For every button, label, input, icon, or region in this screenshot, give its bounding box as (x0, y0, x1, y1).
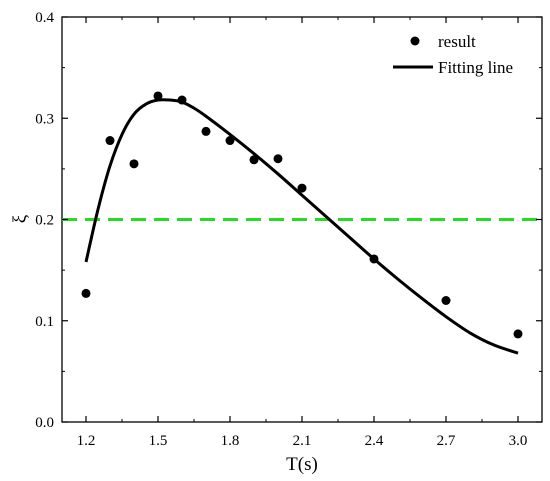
x-axis-title: T(s) (286, 454, 318, 475)
y-tick-label: 0.0 (35, 415, 54, 431)
data-point-result (153, 91, 163, 101)
x-tick-label: 3.0 (509, 433, 528, 449)
y-tick-label: 0.1 (35, 314, 54, 330)
x-tick-label: 1.8 (221, 433, 240, 449)
data-point-result (105, 136, 115, 146)
legend-label-fitting-line: Fitting line (438, 58, 513, 77)
data-point-result (177, 95, 187, 105)
data-point-result (81, 288, 91, 298)
x-tick-label: 1.5 (149, 433, 168, 449)
x-tick-label: 2.4 (365, 433, 384, 449)
data-point-result (249, 155, 259, 165)
data-point-result (201, 126, 211, 136)
data-point-result (129, 159, 139, 169)
y-axis-title: ξ (10, 214, 31, 223)
legend-marker-result (410, 36, 420, 46)
data-point-result (513, 329, 523, 339)
x-tick-label: 2.1 (293, 433, 312, 449)
series-line-fitting-line (84, 98, 519, 355)
data-point-result (441, 296, 451, 305)
x-tick-label: 1.2 (77, 433, 96, 449)
data-point-result (297, 183, 307, 193)
axis-tick-labels: 1.2 1.5 1.8 2.1 2.4 2.7 3.0 0.0 0.1 0.2 0.3 0.4 (35, 10, 527, 449)
legend: result Fitting line (393, 32, 513, 77)
series-layer (81, 91, 523, 355)
y-tick-label: 0.2 (35, 213, 54, 229)
x-tick-label: 2.7 (437, 433, 456, 449)
y-tick-label: 0.3 (35, 111, 54, 127)
axis-ticks (62, 16, 542, 423)
data-point-result (369, 254, 379, 264)
data-point-result (273, 154, 283, 164)
data-point-result (225, 136, 235, 146)
y-tick-label: 0.4 (35, 10, 54, 26)
legend-label-result: result (438, 32, 476, 51)
